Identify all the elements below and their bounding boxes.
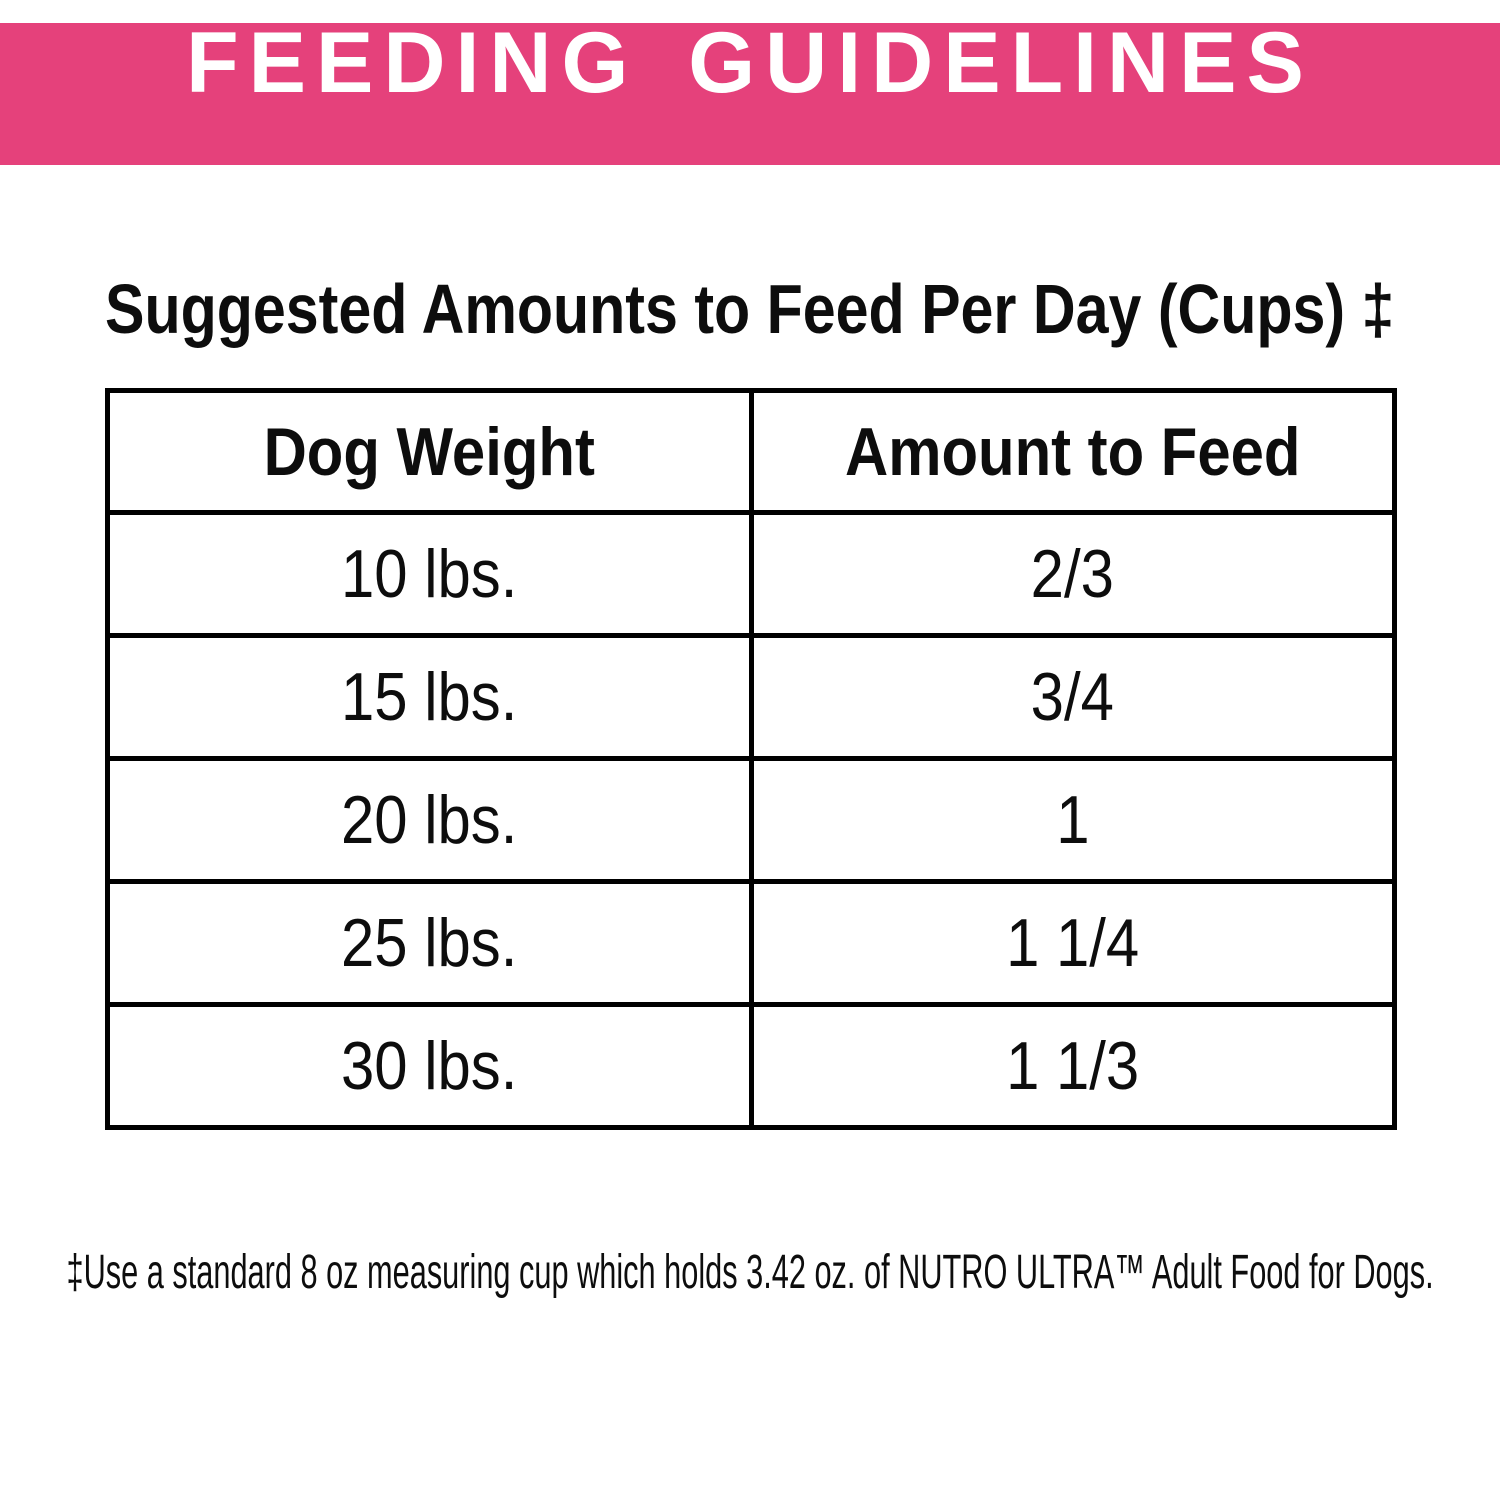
weight-cell: 25 lbs. [105,879,754,1007]
feeding-table-body: 10 lbs. 2/3 15 lbs. 3/4 20 lbs. [105,510,1397,1130]
section-title-row: Suggested Amounts to Feed Per Day (Cups)… [105,274,1500,344]
weight-cell: 30 lbs. [105,1002,754,1130]
amount-cell: 1 1/4 [748,879,1397,1007]
table-row: 10 lbs. 2/3 [105,510,1397,638]
weight-value: 20 lbs. [341,782,518,858]
feeding-table-head: Dog Weight Amount to Feed [105,388,1397,515]
amount-cell: 2/3 [748,510,1397,638]
weight-cell: 15 lbs. [105,633,754,761]
amount-cell: 3/4 [748,633,1397,761]
column-header-dog-weight-label: Dog Weight [263,413,595,490]
weight-value: 30 lbs. [341,1028,518,1104]
weight-cell: 10 lbs. [105,510,754,638]
table-row: 25 lbs. 1 1/4 [105,879,1397,1007]
amount-cell: 1 [748,756,1397,884]
weight-cell: 20 lbs. [105,756,754,884]
weight-value: 25 lbs. [341,905,518,981]
amount-cell: 1 1/3 [748,1002,1397,1130]
header-row: Dog Weight Amount to Feed [105,388,1397,515]
feeding-table: Dog Weight Amount to Feed 10 lbs. 2/3 15… [105,388,1397,1130]
amount-value: 1 [1056,782,1090,858]
amount-value: 1 1/3 [1006,1028,1140,1104]
amount-value: 3/4 [1031,659,1115,735]
table-row: 15 lbs. 3/4 [105,633,1397,761]
amount-value: 1 1/4 [1006,905,1140,981]
amount-value: 2/3 [1031,536,1115,612]
banner-title: FEEDING GUIDELINES [186,23,1314,111]
column-header-amount-to-feed: Amount to Feed [748,388,1397,515]
section-title: Suggested Amounts to Feed Per Day (Cups)… [105,270,1395,348]
footnote: ‡Use a standard 8 oz measuring cup which… [66,1246,1434,1299]
table-row: 20 lbs. 1 [105,756,1397,884]
weight-value: 15 lbs. [341,659,518,735]
feeding-guidelines-banner: FEEDING GUIDELINES [0,23,1500,165]
column-header-amount-to-feed-label: Amount to Feed [845,413,1301,490]
weight-value: 10 lbs. [341,536,518,612]
footnote-row: ‡Use a standard 8 oz measuring cup which… [0,1246,1500,1300]
table-row: 30 lbs. 1 1/3 [105,1002,1397,1130]
column-header-dog-weight: Dog Weight [105,388,754,515]
